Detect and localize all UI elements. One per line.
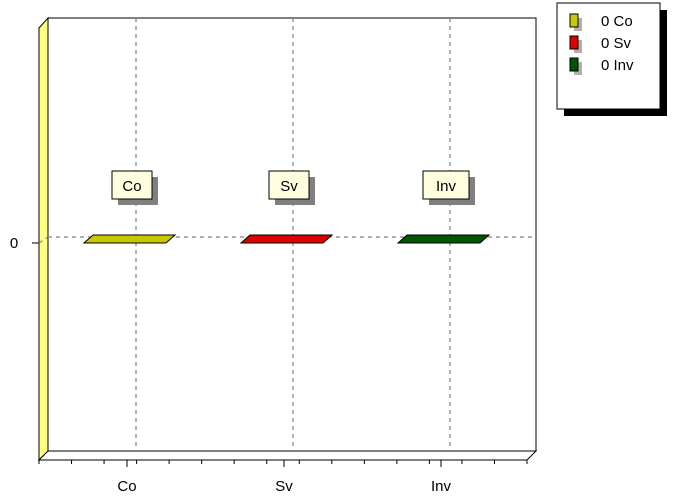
data-label-text: Inv: [436, 178, 457, 195]
floor: [37, 450, 538, 461]
legend-item: 0 Co: [569, 13, 633, 31]
bar-sv: [239, 234, 334, 244]
data-label-sv: Sv: [268, 170, 315, 205]
bar-co: [82, 234, 177, 244]
x-tick-label: Sv: [275, 478, 293, 495]
legend-swatch: [569, 57, 579, 72]
bar-inv: [396, 234, 491, 244]
data-label-inv: Inv: [422, 170, 475, 205]
data-label-text: Sv: [280, 178, 298, 195]
data-label-text: Co: [122, 178, 141, 195]
x-axis: Co Sv Inv: [38, 460, 528, 495]
data-label-box: [422, 170, 470, 200]
legend-label: 0 Sv: [601, 35, 632, 52]
y-tick-label: 0: [10, 235, 18, 252]
x-tick-label: Co: [117, 478, 136, 495]
data-label-box: [268, 170, 310, 200]
legend-swatch: [569, 13, 579, 28]
zero-gridline-depth: [38, 236, 49, 244]
legend-swatch: [569, 35, 579, 50]
x-tick-label: Inv: [431, 478, 452, 495]
legend: 0 Co 0 Sv 0 Inv: [556, 2, 667, 116]
data-label-co: Co: [111, 170, 158, 205]
legend-item: 0 Sv: [569, 35, 632, 53]
legend-item: 0 Inv: [569, 57, 634, 75]
data-labels: Co Sv Inv: [111, 170, 475, 205]
data-label-box: [111, 170, 153, 200]
left-wall: [38, 16, 49, 462]
legend-label: 0 Inv: [601, 57, 634, 74]
legend-label: 0 Co: [601, 13, 633, 30]
bars: [82, 234, 491, 244]
